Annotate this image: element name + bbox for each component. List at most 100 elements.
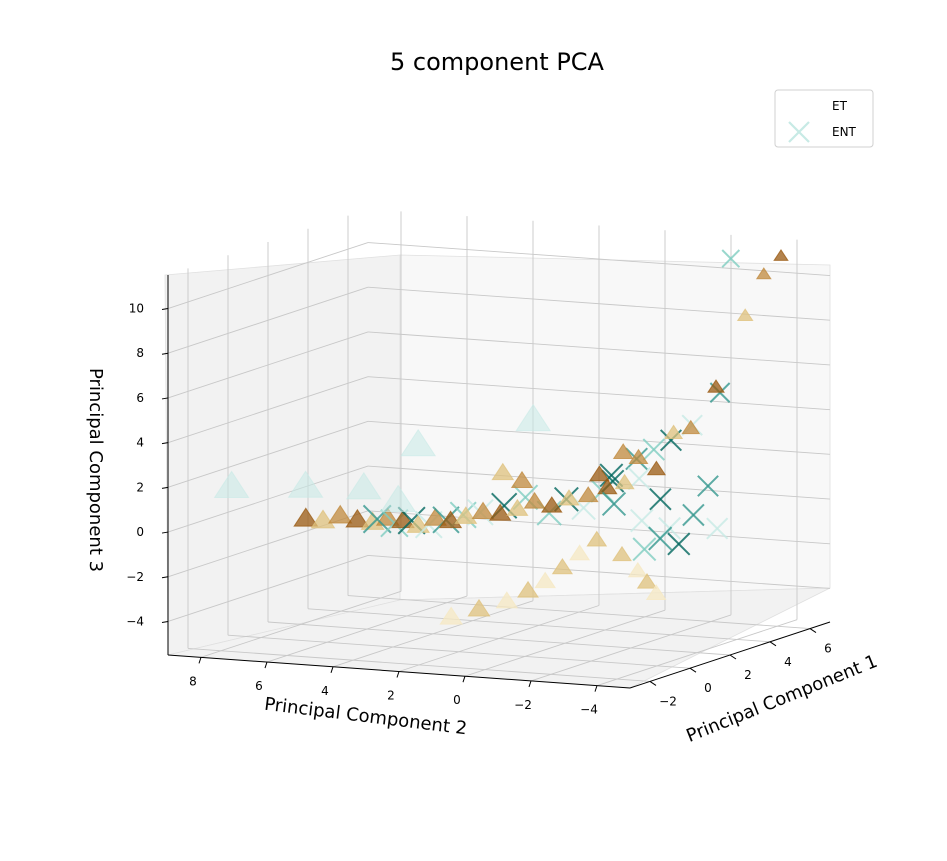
- et-point: [588, 465, 610, 482]
- y-tick-label: 0: [453, 693, 461, 707]
- z-tick-mark: [161, 397, 169, 400]
- x-tick-label: 2: [744, 668, 752, 682]
- et-point: [577, 486, 599, 503]
- et-point: [471, 501, 495, 519]
- y-tick-label: −4: [580, 703, 598, 717]
- et-point: [495, 591, 519, 609]
- legend-label-et: ET: [832, 99, 848, 113]
- z-tick-label: 0: [136, 525, 144, 539]
- z-tick-label: −2: [126, 570, 144, 584]
- y-tick-mark: [594, 685, 598, 692]
- legend-label-ent: ENT: [832, 125, 857, 139]
- et-point: [569, 544, 591, 561]
- et-point: [213, 470, 250, 498]
- et-point: [515, 403, 552, 432]
- x-grid-floor: [347, 595, 811, 630]
- z-tick-label: −4: [126, 614, 144, 628]
- et-point: [345, 508, 370, 528]
- x-grid-floor: [307, 608, 771, 643]
- et-point: [636, 572, 658, 589]
- et-point: [287, 470, 324, 498]
- et-point: [506, 498, 529, 516]
- et-point: [467, 598, 491, 617]
- ent-point: [706, 517, 729, 540]
- x-tick-mark: [649, 680, 657, 686]
- y-tick-label: 8: [189, 674, 197, 688]
- et-point: [558, 489, 580, 506]
- x-grid-floor: [227, 634, 691, 669]
- et-point: [645, 584, 667, 600]
- x-axis-label: Principal Component 1: [683, 651, 880, 747]
- et-point: [423, 507, 448, 526]
- z-tick-label: 6: [136, 391, 144, 405]
- et-point: [612, 443, 634, 460]
- et-point: [707, 379, 725, 393]
- y-tick-mark: [528, 680, 532, 688]
- ent-point: [642, 438, 666, 461]
- z-tick-mark: [161, 352, 169, 355]
- y-tick-mark: [330, 666, 334, 673]
- data-points: [213, 248, 789, 625]
- et-point: [681, 419, 701, 435]
- et-point: [551, 557, 574, 575]
- et-point: [773, 248, 789, 261]
- y-tick-mark: [396, 671, 400, 678]
- x-grid-floor: [267, 621, 731, 656]
- z-tick-label: 2: [136, 480, 144, 494]
- grid-lines: [167, 211, 831, 687]
- y-tick-mark: [462, 676, 466, 683]
- y-tick-label: −2: [514, 698, 532, 712]
- y-tick-mark: [198, 657, 202, 664]
- ent-point: [648, 526, 673, 551]
- ent-point: [667, 532, 691, 556]
- chart-title: 5 component PCA: [390, 48, 605, 76]
- y-tick-mark: [264, 661, 268, 669]
- x-tick-label: −2: [659, 694, 677, 708]
- ent-point: [682, 503, 705, 527]
- et-point: [614, 473, 635, 490]
- x-grid-floor: [187, 647, 651, 682]
- x-tick-label: 6: [824, 642, 832, 656]
- x-tick-mark: [689, 667, 697, 673]
- tick-labels: 10 8 6 4 2 0 −2 −4 8 6 4 2 0 −2 −4 −2 0 2 4 6: [126, 302, 832, 717]
- y-tick-label: 6: [255, 679, 263, 693]
- x-tick-label: 4: [784, 655, 792, 669]
- et-point: [293, 507, 319, 527]
- x-tick-mark: [729, 654, 737, 660]
- et-point: [517, 580, 539, 598]
- et-point: [523, 491, 546, 509]
- ent-point: [697, 475, 719, 497]
- et-point: [627, 561, 648, 578]
- z-tick-mark: [161, 442, 169, 445]
- legend-frame: [774, 89, 874, 148]
- et-point: [327, 504, 353, 524]
- et-point: [664, 424, 684, 440]
- x-tick-label: 0: [704, 681, 712, 695]
- ent-point: [649, 488, 672, 511]
- et-point: [510, 470, 534, 488]
- ent-point: [632, 537, 657, 562]
- legend-marker-ent: [788, 121, 810, 143]
- et-point: [380, 484, 417, 513]
- x-tick-mark: [769, 641, 777, 647]
- z-tick-label: 10: [129, 302, 144, 316]
- z-tick-mark: [161, 486, 169, 489]
- et-point: [736, 308, 754, 322]
- back-pane: [399, 254, 831, 601]
- et-point: [345, 471, 382, 500]
- et-point: [755, 267, 772, 280]
- et-point: [534, 571, 557, 589]
- legend: ET ENT: [774, 89, 874, 148]
- et-point: [586, 530, 608, 547]
- et-point: [488, 503, 512, 521]
- y-tick-label: 4: [321, 684, 329, 698]
- ent-point: [721, 249, 741, 268]
- et-point: [612, 545, 632, 562]
- y-tick-label: 2: [387, 689, 395, 703]
- et-point: [400, 428, 437, 457]
- z-tick-mark: [161, 308, 169, 311]
- et-point: [628, 448, 649, 464]
- et-point: [597, 478, 618, 495]
- z-tick-mark: [161, 620, 169, 623]
